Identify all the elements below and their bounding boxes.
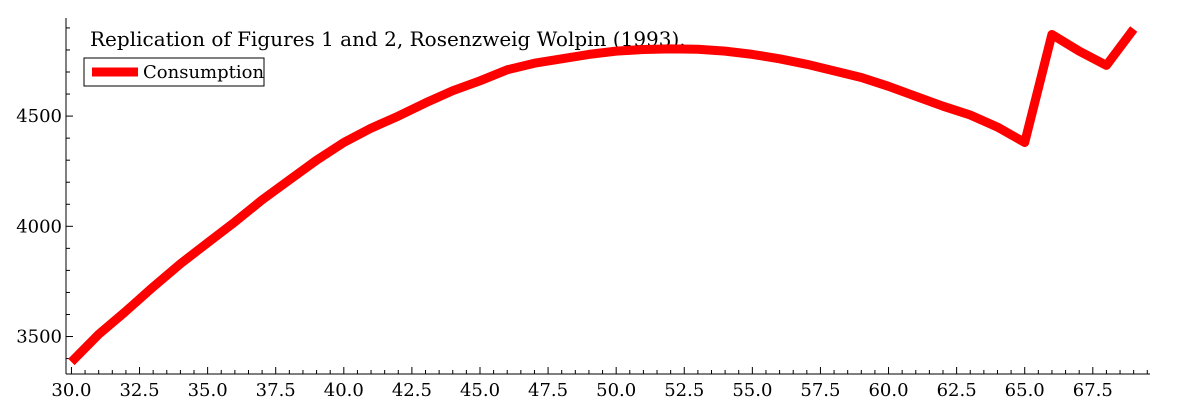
x-tick-label: 37.5	[256, 380, 296, 401]
legend: Consumption	[83, 57, 265, 87]
x-tick-label: 55.0	[732, 380, 772, 401]
x-tick-label: 60.0	[868, 380, 908, 401]
x-tick-label: 47.5	[528, 380, 568, 401]
series-layer	[68, 26, 1138, 366]
x-tick-label: 32.5	[119, 380, 159, 401]
x-tick-label: 57.5	[800, 380, 840, 401]
series-line-0	[68, 26, 1138, 366]
x-tick-label: 30.0	[51, 380, 91, 401]
x-tick-label: 35.0	[188, 380, 228, 401]
chart-title: Replication of Figures 1 and 2, Rosenzwe…	[90, 27, 686, 51]
y-tick-label: 4500	[16, 106, 62, 127]
y-tick-label: 3500	[16, 327, 62, 348]
x-tick-label: 45.0	[460, 380, 500, 401]
x-tick-label: 67.5	[1073, 380, 1113, 401]
x-tick-label: 42.5	[392, 380, 432, 401]
x-tick-label: 52.5	[664, 380, 704, 401]
axes: 30.0 32.5 35.0 37.5 40.0 42.5 45.0 47.5 50.0 52.5…	[16, 18, 1150, 401]
x-tick-label: 40.0	[324, 380, 364, 401]
legend-label-consumption: Consumption	[143, 62, 264, 83]
x-tick-label: 50.0	[596, 380, 636, 401]
y-tick-label: 4000	[16, 216, 62, 237]
x-tick-label: 65.0	[1005, 380, 1045, 401]
x-tick-label: 62.5	[937, 380, 977, 401]
